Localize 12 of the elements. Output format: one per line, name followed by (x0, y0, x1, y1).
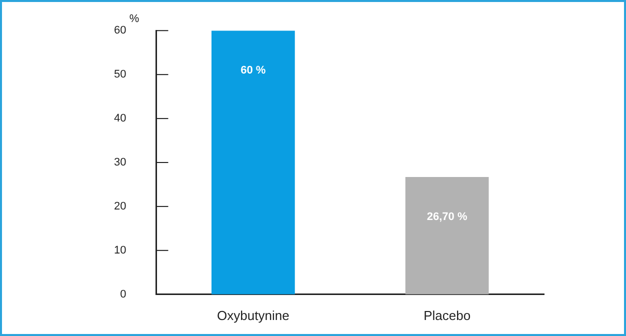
y-tick-label: 30 (114, 156, 126, 169)
y-tick-label: 20 (114, 200, 126, 212)
x-tick-label: Placebo (424, 308, 471, 323)
y-tick-label: 0 (120, 288, 126, 300)
y-tick-label: 10 (114, 244, 126, 256)
data-label: 26,70 % (426, 211, 468, 224)
data-label: 60 % (240, 64, 266, 77)
x-tick-label: Oxybutynine (217, 308, 290, 323)
y-tick-label: 60 (114, 24, 126, 37)
y-axis-title: % (129, 13, 140, 26)
y-tick-label: 40 (114, 112, 126, 125)
y-tick-label: 50 (114, 68, 126, 81)
